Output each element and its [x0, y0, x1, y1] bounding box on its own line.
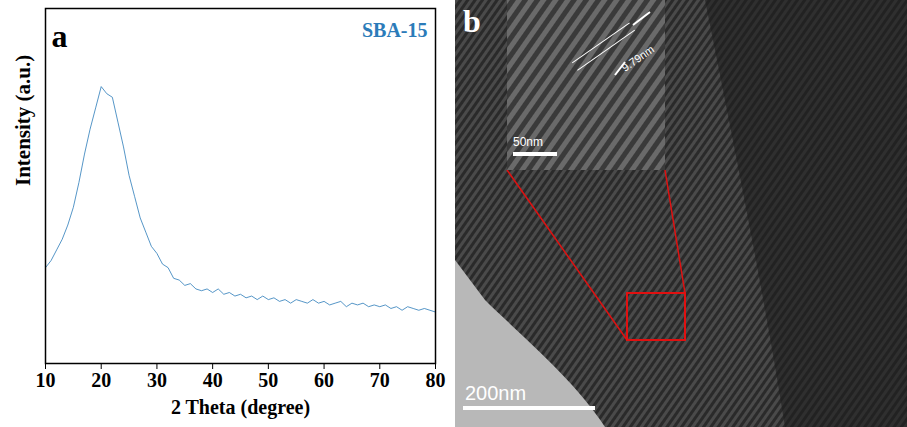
svg-text:70: 70	[370, 369, 390, 391]
svg-text:Intensity (a.u.): Intensity (a.u.)	[11, 55, 35, 186]
svg-text:SBA-15: SBA-15	[362, 19, 428, 41]
svg-text:20: 20	[91, 369, 111, 391]
svg-text:30: 30	[147, 369, 167, 391]
svg-text:50: 50	[258, 369, 278, 391]
svg-text:b: b	[463, 3, 481, 39]
svg-text:200nm: 200nm	[465, 382, 526, 404]
svg-text:2 Theta (degree): 2 Theta (degree)	[171, 396, 310, 419]
svg-text:40: 40	[203, 369, 223, 391]
svg-text:10: 10	[36, 369, 56, 391]
svg-text:50nm: 50nm	[513, 135, 543, 149]
svg-text:60: 60	[314, 369, 334, 391]
svg-text:9.79nm: 9.79nm	[619, 43, 656, 74]
svg-text:a: a	[52, 18, 68, 54]
svg-text:80: 80	[426, 369, 446, 391]
